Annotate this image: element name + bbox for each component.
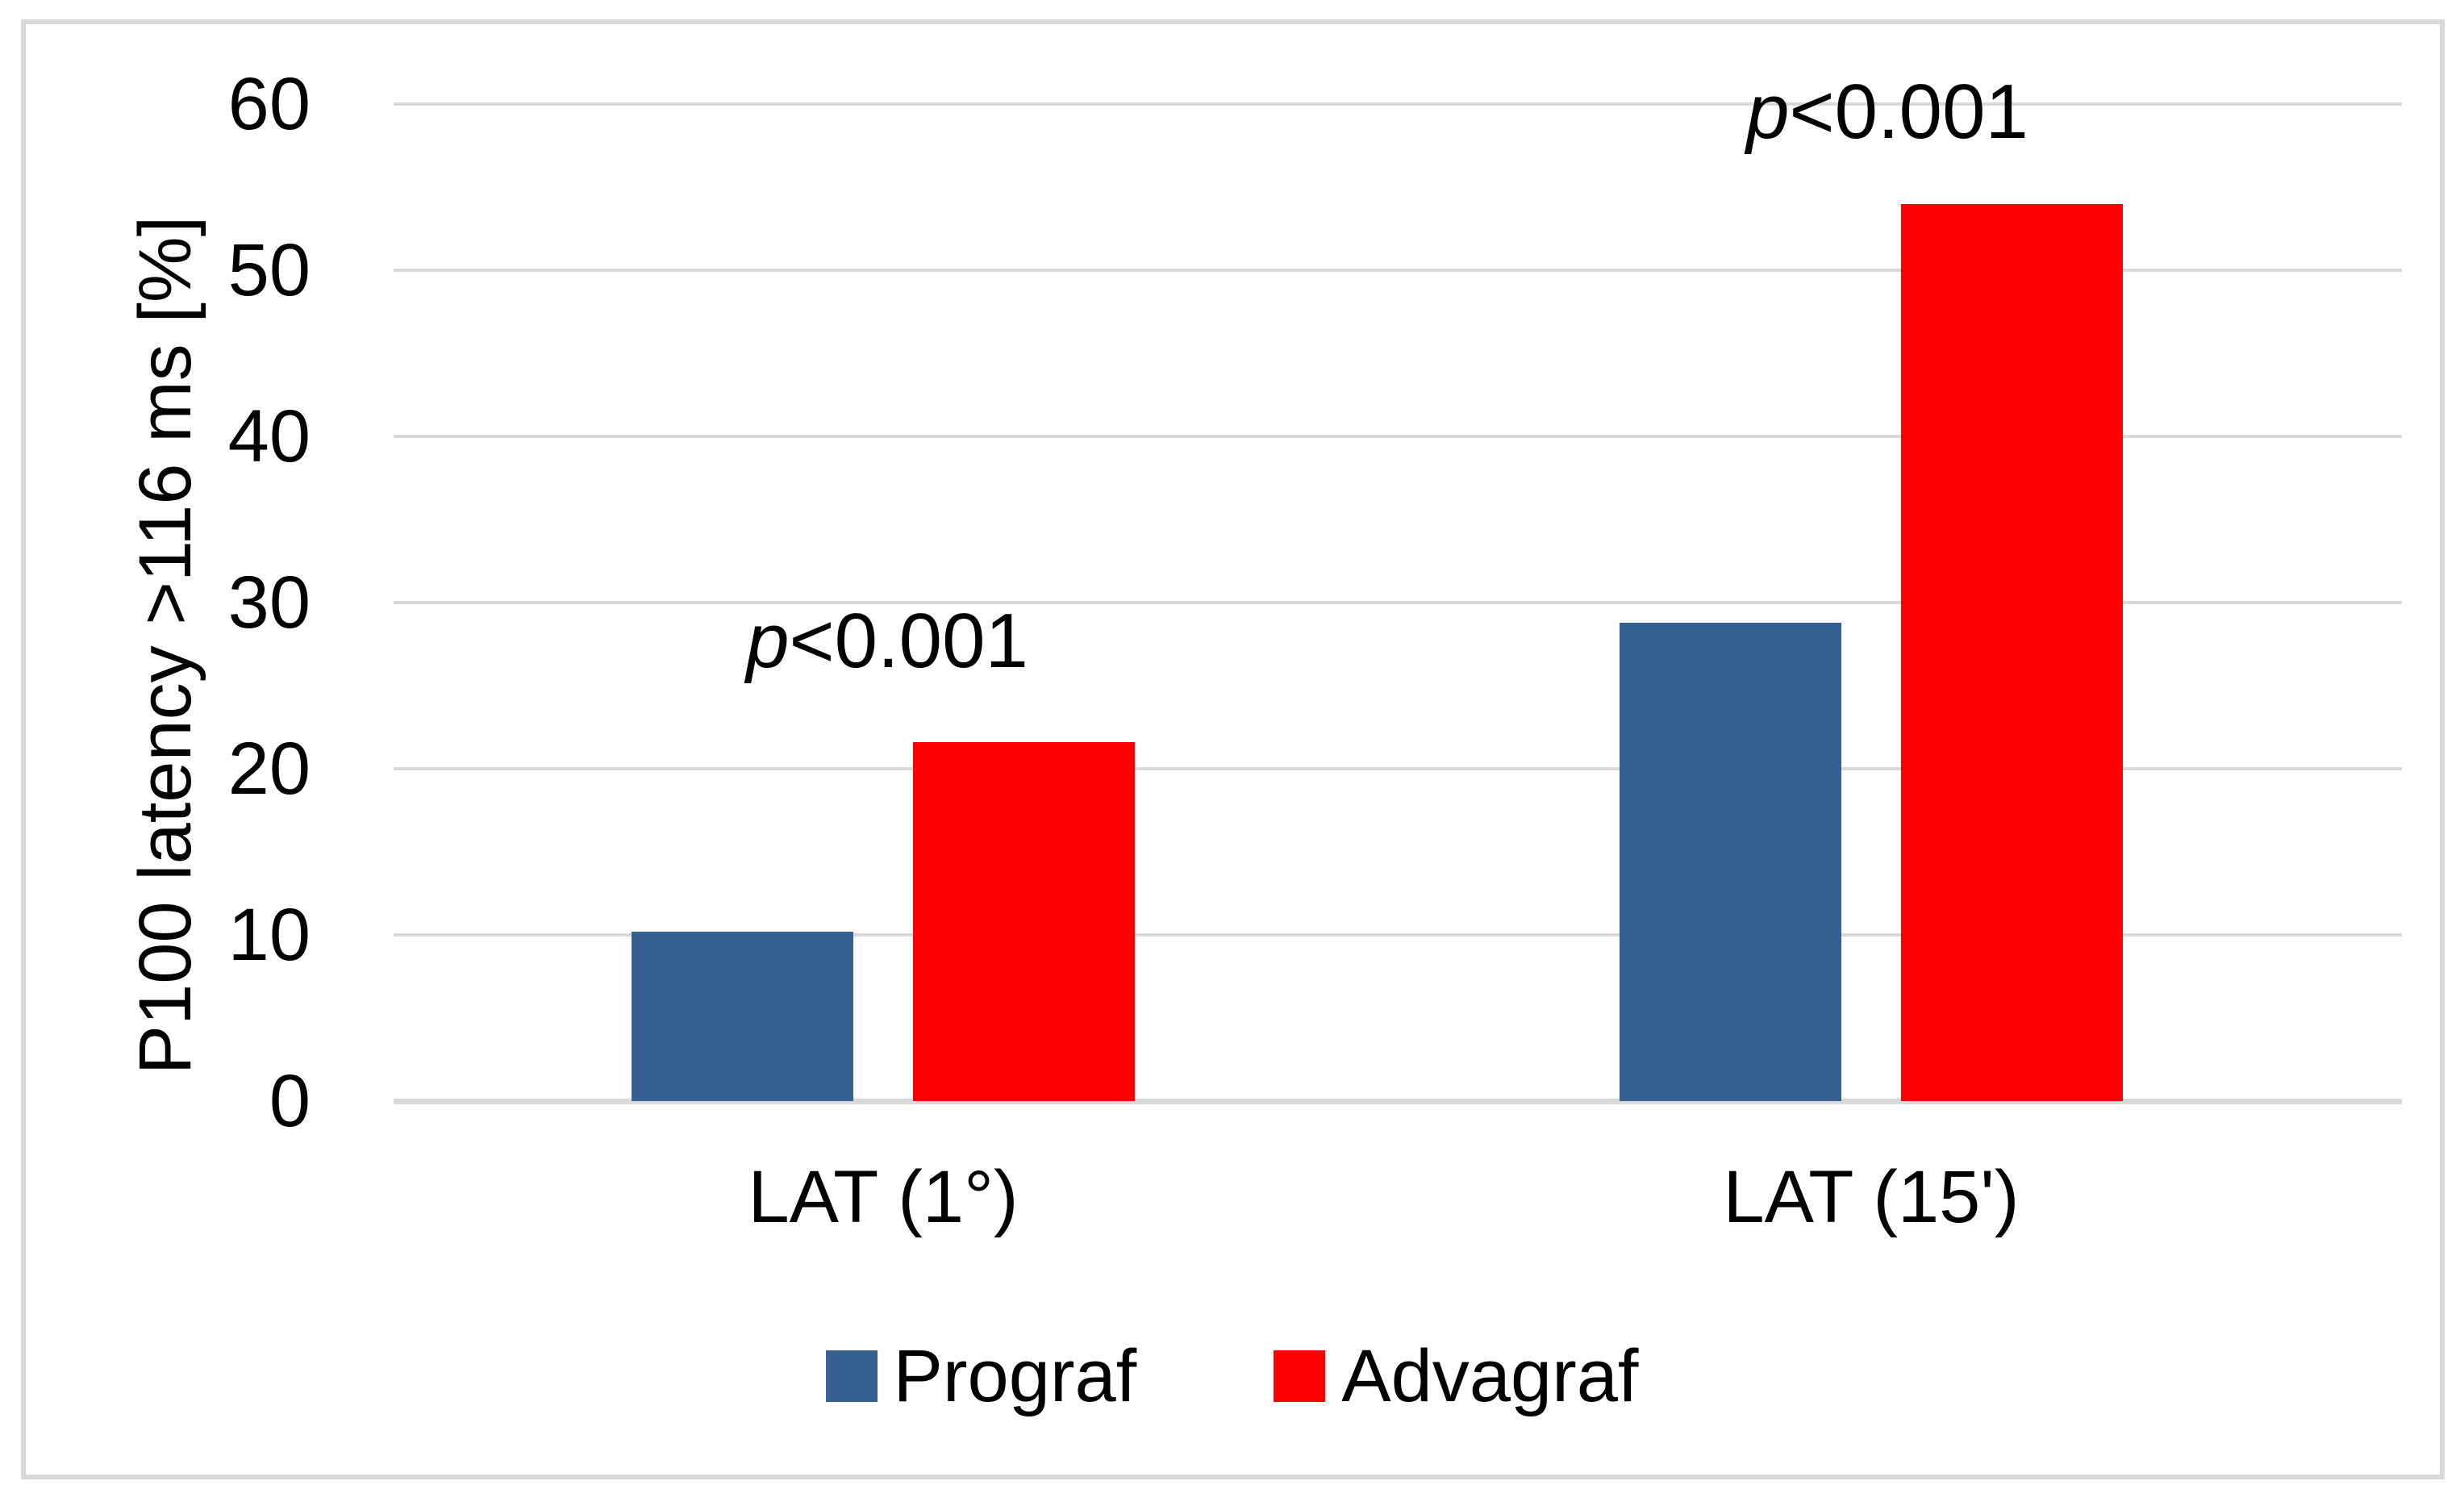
chart-frame-border xyxy=(21,19,2445,1479)
gridline-y20 xyxy=(394,767,2402,770)
x-category-label-1: LAT (1°) xyxy=(748,1156,1019,1238)
gridline-y10 xyxy=(394,933,2402,937)
gridline-y30 xyxy=(394,601,2402,604)
legend-entry-prograf: Prograf xyxy=(825,1335,1137,1417)
p-value-annotation-1: p<0.001 xyxy=(746,598,1028,684)
gridline-y40 xyxy=(394,435,2402,438)
p-italic: p xyxy=(746,598,790,684)
y-tick-label-30: 30 xyxy=(227,561,311,644)
bar-advagraf-category2 xyxy=(1901,203,2123,1101)
legend-entry-advagraf: Advagraf xyxy=(1274,1339,1638,1413)
y-tick-label-40: 40 xyxy=(227,395,311,478)
bar-advagraf-category1 xyxy=(913,742,1135,1101)
y-tick-label-50: 50 xyxy=(227,229,311,311)
legend-swatch-advagraf xyxy=(1274,1350,1326,1402)
y-tick-label-60: 60 xyxy=(227,63,311,145)
legend-swatch-prograf xyxy=(825,1350,878,1402)
legend-label-prograf: Prograf xyxy=(893,1335,1137,1417)
legend: Prograf Advagraf xyxy=(825,1335,1638,1417)
bar-prograf-category1 xyxy=(632,931,853,1101)
y-tick-label-0: 0 xyxy=(269,1060,311,1142)
gridline-y50 xyxy=(394,269,2402,272)
x-category-label-2: LAT (15') xyxy=(1723,1156,2020,1238)
y-tick-label-20: 20 xyxy=(227,728,311,810)
p-value-annotation-2: p<0.001 xyxy=(1746,69,2028,155)
legend-label-advagraf: Advagraf xyxy=(1341,1335,1639,1417)
x-axis-baseline xyxy=(394,1098,2402,1104)
p-italic: p xyxy=(1746,69,1790,155)
gridline-y60 xyxy=(394,102,2402,106)
y-tick-label-10: 10 xyxy=(227,894,311,976)
bar-prograf-category2 xyxy=(1620,622,1841,1101)
